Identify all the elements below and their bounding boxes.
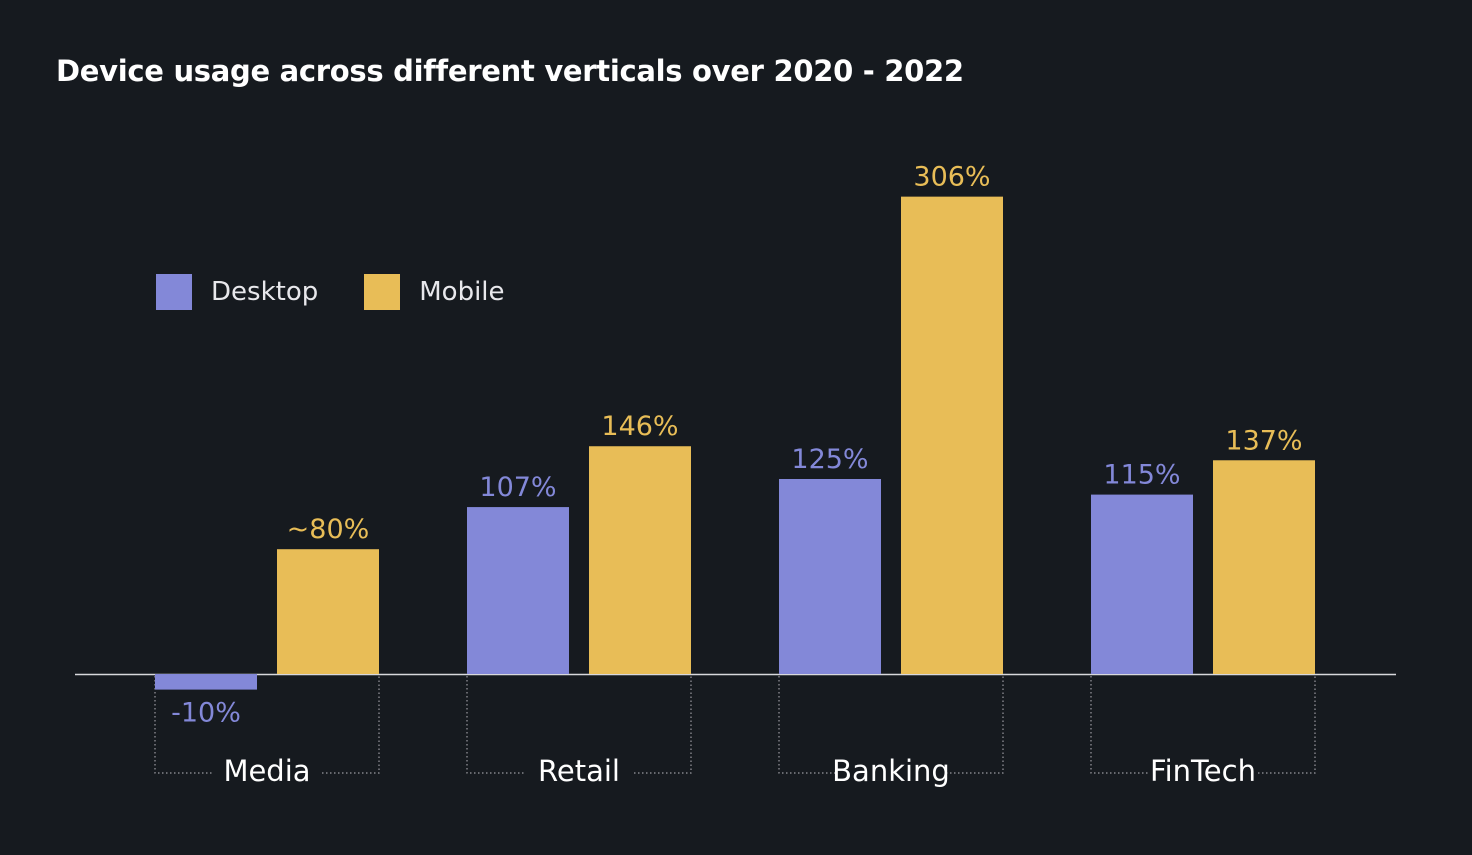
data-label-desktop: 107% [479,472,556,503]
bar-mobile [901,196,1003,674]
bar-mobile [589,446,691,674]
category-label: Retail [538,754,620,788]
category-label: FinTech [1150,754,1256,788]
bar-desktop [779,479,881,674]
bar-mobile [1213,460,1315,674]
data-label-desktop: -10% [171,698,241,729]
category-bracket [1090,676,1316,774]
category-label: Banking [832,754,950,788]
data-label-mobile: ~80% [287,514,370,545]
data-label-mobile: 306% [913,162,990,193]
data-label-mobile: 146% [601,411,678,442]
legend-label-desktop: Desktop [211,277,319,307]
category-label: Media [223,754,310,788]
category-bracket [778,676,1004,774]
bar-desktop [1091,494,1193,674]
data-label-desktop: 115% [1103,460,1180,491]
bar-mobile [277,549,379,674]
legend-item-desktop: Desktop [156,274,318,310]
data-label-desktop: 125% [791,444,868,475]
data-label-mobile: 137% [1225,425,1302,456]
legend-swatch-desktop [156,274,192,310]
legend-label-mobile: Mobile [419,277,505,307]
category-bracket [466,676,692,774]
legend-item-mobile: Mobile [364,274,505,310]
category-bracket [154,676,380,774]
chart-title: Device usage across different verticals … [56,54,964,88]
bar-desktop [467,507,569,674]
legend-swatch-mobile [364,274,401,310]
legend: Desktop Mobile [156,274,551,310]
bar-desktop [155,674,257,690]
